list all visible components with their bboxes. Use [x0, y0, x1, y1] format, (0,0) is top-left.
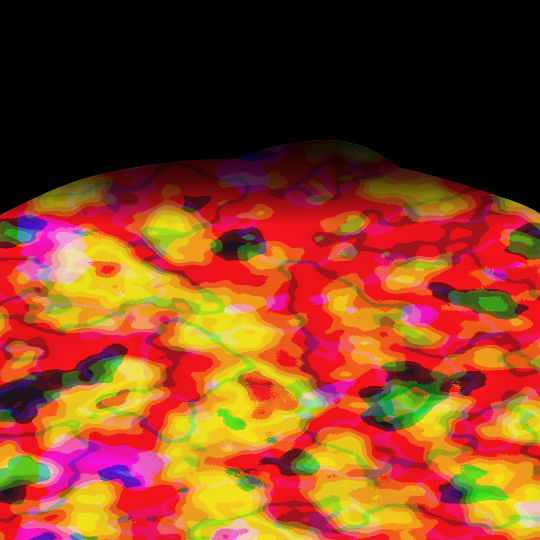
terrain-group: [0, 140, 540, 540]
